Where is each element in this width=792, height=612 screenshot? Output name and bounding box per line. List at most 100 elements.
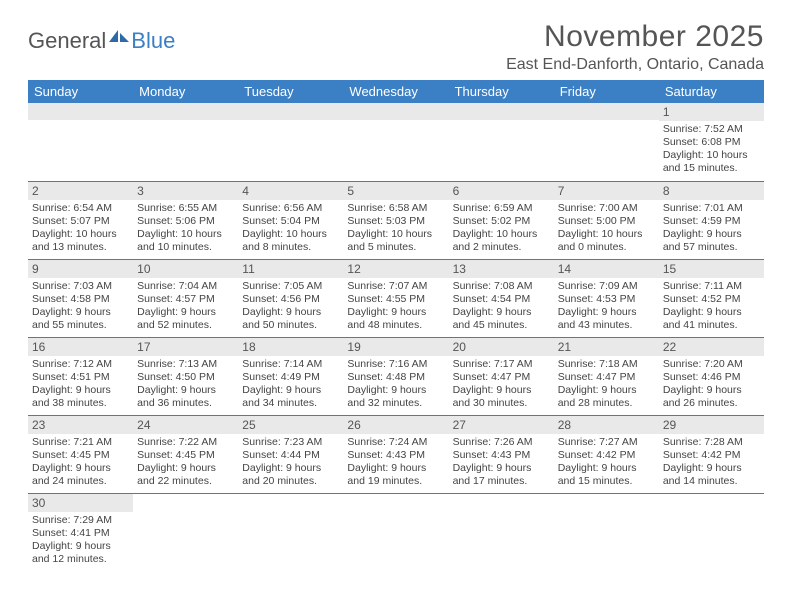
daylight-text: Daylight: 9 hours and 34 minutes.: [242, 384, 339, 410]
sunset-text: Sunset: 5:03 PM: [347, 215, 444, 228]
calendar-row: 1Sunrise: 7:52 AMSunset: 6:08 PMDaylight…: [28, 103, 764, 181]
sunset-text: Sunset: 4:52 PM: [663, 293, 760, 306]
sunset-text: Sunset: 5:00 PM: [558, 215, 655, 228]
daylight-text: Daylight: 9 hours and 50 minutes.: [242, 306, 339, 332]
day-number: 12: [343, 260, 448, 278]
calendar-row: 30Sunrise: 7:29 AMSunset: 4:41 PMDayligh…: [28, 493, 764, 571]
day-number: [343, 103, 448, 120]
day-number: [343, 494, 448, 511]
day-content: Sunrise: 7:16 AMSunset: 4:48 PMDaylight:…: [343, 356, 448, 415]
daylight-text: Daylight: 9 hours and 12 minutes.: [32, 540, 129, 566]
daylight-text: Daylight: 10 hours and 13 minutes.: [32, 228, 129, 254]
sunrise-text: Sunrise: 7:07 AM: [347, 280, 444, 293]
calendar-row: 23Sunrise: 7:21 AMSunset: 4:45 PMDayligh…: [28, 415, 764, 493]
day-number: 22: [659, 338, 764, 356]
logo-text-general: General: [28, 28, 106, 54]
daylight-text: Daylight: 9 hours and 55 minutes.: [32, 306, 129, 332]
calendar-cell: [449, 103, 554, 181]
sunrise-text: Sunrise: 7:13 AM: [137, 358, 234, 371]
day-number: 28: [554, 416, 659, 434]
sunset-text: Sunset: 5:04 PM: [242, 215, 339, 228]
calendar-table: Sunday Monday Tuesday Wednesday Thursday…: [28, 80, 764, 571]
daylight-text: Daylight: 9 hours and 22 minutes.: [137, 462, 234, 488]
sunset-text: Sunset: 4:41 PM: [32, 527, 129, 540]
calendar-cell: [238, 493, 343, 571]
sunset-text: Sunset: 4:43 PM: [347, 449, 444, 462]
day-number: 18: [238, 338, 343, 356]
sunset-text: Sunset: 4:46 PM: [663, 371, 760, 384]
calendar-row: 9Sunrise: 7:03 AMSunset: 4:58 PMDaylight…: [28, 259, 764, 337]
day-number: [238, 103, 343, 120]
day-content: Sunrise: 7:29 AMSunset: 4:41 PMDaylight:…: [28, 512, 133, 571]
calendar-row: 16Sunrise: 7:12 AMSunset: 4:51 PMDayligh…: [28, 337, 764, 415]
sunset-text: Sunset: 4:47 PM: [453, 371, 550, 384]
day-number: 30: [28, 494, 133, 512]
calendar-cell: 9Sunrise: 7:03 AMSunset: 4:58 PMDaylight…: [28, 259, 133, 337]
day-content: Sunrise: 7:21 AMSunset: 4:45 PMDaylight:…: [28, 434, 133, 493]
day-number: 13: [449, 260, 554, 278]
sunrise-text: Sunrise: 6:58 AM: [347, 202, 444, 215]
day-content: Sunrise: 7:11 AMSunset: 4:52 PMDaylight:…: [659, 278, 764, 337]
daylight-text: Daylight: 10 hours and 2 minutes.: [453, 228, 550, 254]
day-number: [133, 103, 238, 120]
day-content: Sunrise: 7:27 AMSunset: 4:42 PMDaylight:…: [554, 434, 659, 493]
calendar-cell: [238, 103, 343, 181]
day-content: Sunrise: 7:22 AMSunset: 4:45 PMDaylight:…: [133, 434, 238, 493]
sunset-text: Sunset: 4:54 PM: [453, 293, 550, 306]
day-number: 25: [238, 416, 343, 434]
sunset-text: Sunset: 4:45 PM: [32, 449, 129, 462]
calendar-body: 1Sunrise: 7:52 AMSunset: 6:08 PMDaylight…: [28, 103, 764, 571]
daylight-text: Daylight: 10 hours and 0 minutes.: [558, 228, 655, 254]
sunrise-text: Sunrise: 7:21 AM: [32, 436, 129, 449]
calendar-cell: [449, 493, 554, 571]
day-number: 23: [28, 416, 133, 434]
day-content: Sunrise: 7:52 AMSunset: 6:08 PMDaylight:…: [659, 121, 764, 180]
sunset-text: Sunset: 5:02 PM: [453, 215, 550, 228]
daylight-text: Daylight: 9 hours and 36 minutes.: [137, 384, 234, 410]
day-number: [449, 494, 554, 511]
day-content: Sunrise: 7:09 AMSunset: 4:53 PMDaylight:…: [554, 278, 659, 337]
sunset-text: Sunset: 4:51 PM: [32, 371, 129, 384]
sunset-text: Sunset: 4:47 PM: [558, 371, 655, 384]
calendar-cell: 8Sunrise: 7:01 AMSunset: 4:59 PMDaylight…: [659, 181, 764, 259]
sunset-text: Sunset: 4:58 PM: [32, 293, 129, 306]
sunset-text: Sunset: 4:55 PM: [347, 293, 444, 306]
dow-monday: Monday: [133, 80, 238, 103]
calendar-cell: 18Sunrise: 7:14 AMSunset: 4:49 PMDayligh…: [238, 337, 343, 415]
daylight-text: Daylight: 9 hours and 57 minutes.: [663, 228, 760, 254]
day-number: 3: [133, 182, 238, 200]
sunrise-text: Sunrise: 7:24 AM: [347, 436, 444, 449]
calendar-cell: 27Sunrise: 7:26 AMSunset: 4:43 PMDayligh…: [449, 415, 554, 493]
sunrise-text: Sunrise: 7:01 AM: [663, 202, 760, 215]
daylight-text: Daylight: 9 hours and 41 minutes.: [663, 306, 760, 332]
day-content: Sunrise: 6:54 AMSunset: 5:07 PMDaylight:…: [28, 200, 133, 259]
daylight-text: Daylight: 10 hours and 15 minutes.: [663, 149, 760, 175]
day-number: 1: [659, 103, 764, 121]
day-content: Sunrise: 7:24 AMSunset: 4:43 PMDaylight:…: [343, 434, 448, 493]
day-content: Sunrise: 7:26 AMSunset: 4:43 PMDaylight:…: [449, 434, 554, 493]
calendar-cell: 22Sunrise: 7:20 AMSunset: 4:46 PMDayligh…: [659, 337, 764, 415]
sunrise-text: Sunrise: 7:20 AM: [663, 358, 760, 371]
day-number: [449, 103, 554, 120]
sunrise-text: Sunrise: 7:27 AM: [558, 436, 655, 449]
day-number: 10: [133, 260, 238, 278]
sunset-text: Sunset: 4:43 PM: [453, 449, 550, 462]
day-content: Sunrise: 7:18 AMSunset: 4:47 PMDaylight:…: [554, 356, 659, 415]
dow-tuesday: Tuesday: [238, 80, 343, 103]
sunrise-text: Sunrise: 6:56 AM: [242, 202, 339, 215]
sunset-text: Sunset: 4:45 PM: [137, 449, 234, 462]
day-number: 17: [133, 338, 238, 356]
daylight-text: Daylight: 9 hours and 43 minutes.: [558, 306, 655, 332]
sunrise-text: Sunrise: 7:23 AM: [242, 436, 339, 449]
day-content: Sunrise: 6:55 AMSunset: 5:06 PMDaylight:…: [133, 200, 238, 259]
sunrise-text: Sunrise: 7:03 AM: [32, 280, 129, 293]
sunrise-text: Sunrise: 7:09 AM: [558, 280, 655, 293]
sunset-text: Sunset: 4:53 PM: [558, 293, 655, 306]
day-content: Sunrise: 7:12 AMSunset: 4:51 PMDaylight:…: [28, 356, 133, 415]
calendar-cell: 24Sunrise: 7:22 AMSunset: 4:45 PMDayligh…: [133, 415, 238, 493]
dow-friday: Friday: [554, 80, 659, 103]
dow-sunday: Sunday: [28, 80, 133, 103]
calendar-cell: 3Sunrise: 6:55 AMSunset: 5:06 PMDaylight…: [133, 181, 238, 259]
day-content: Sunrise: 7:20 AMSunset: 4:46 PMDaylight:…: [659, 356, 764, 415]
daylight-text: Daylight: 9 hours and 26 minutes.: [663, 384, 760, 410]
